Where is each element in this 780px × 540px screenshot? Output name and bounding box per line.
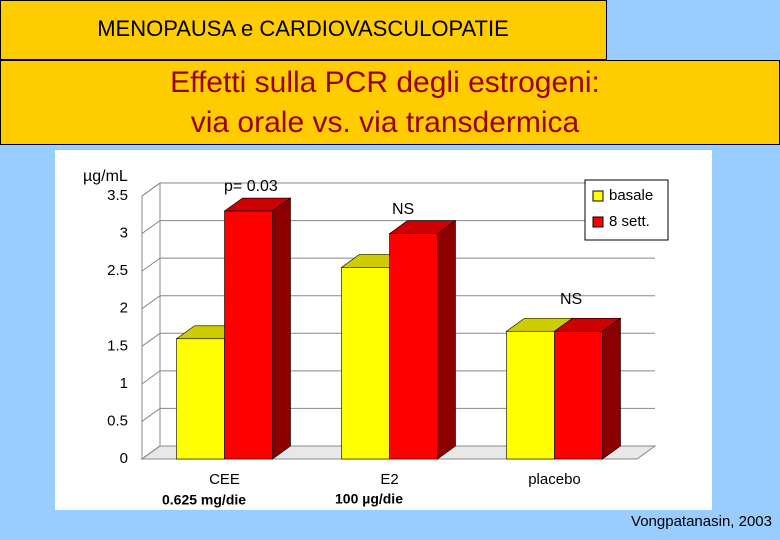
annotation: 0.625 mg/die bbox=[162, 492, 246, 508]
legend-swatch bbox=[592, 190, 604, 202]
y-tick-label: 2 bbox=[120, 300, 128, 317]
bar bbox=[176, 338, 225, 460]
citation: Vongpatanasin, 2003 bbox=[631, 513, 772, 530]
bar bbox=[341, 267, 390, 460]
y-tick-label: 1.5 bbox=[107, 337, 128, 354]
back-wall bbox=[141, 182, 161, 460]
grid-line bbox=[141, 407, 655, 422]
x-tick-label: placebo bbox=[528, 471, 581, 488]
bar-side bbox=[602, 317, 621, 460]
y-tick-label: 1 bbox=[120, 375, 128, 392]
bar bbox=[389, 233, 438, 460]
bar-side bbox=[272, 197, 291, 460]
grid-line bbox=[141, 445, 655, 460]
y-tick-label: 3.5 bbox=[107, 187, 128, 204]
x-tick-label: E2 bbox=[380, 471, 398, 488]
legend-swatch bbox=[592, 216, 604, 228]
annotation: NS bbox=[392, 201, 414, 218]
grid-line bbox=[141, 332, 655, 347]
bar-side bbox=[437, 219, 456, 460]
chart: 0 0.5 1 1.5 2 2.5 3 3.5 µg/mL CEE E2 placebo basale 8… bbox=[83, 168, 669, 508]
y-tick-label: 0.5 bbox=[107, 412, 128, 429]
grid-line bbox=[141, 182, 655, 197]
grid-line bbox=[141, 370, 655, 385]
y-axis-label: µg/mL bbox=[83, 168, 128, 185]
legend-label: basale bbox=[609, 187, 653, 204]
grid-line bbox=[141, 257, 655, 272]
title-line: Effetti sulla PCR degli estrogeni: bbox=[170, 66, 600, 99]
legend-box bbox=[584, 179, 669, 241]
bar bbox=[224, 210, 273, 460]
y-tick-label: 2.5 bbox=[107, 262, 128, 279]
bar bbox=[554, 330, 603, 460]
x-tick-label: CEE bbox=[209, 471, 240, 488]
grid-line bbox=[141, 295, 655, 310]
y-tick-label: 3 bbox=[120, 225, 128, 242]
title-box bbox=[0, 60, 780, 145]
legend-label: 8 sett. bbox=[609, 213, 650, 230]
title-line: via orale vs. via transdermica bbox=[191, 106, 580, 139]
tag: MENOPAUSA e CARDIOVASCULOPATIE bbox=[97, 16, 509, 41]
annotation: 100 µg/die bbox=[335, 491, 403, 507]
annotation: p= 0.03 bbox=[224, 178, 278, 195]
grid-line bbox=[141, 220, 655, 234]
y-tick-label: 0 bbox=[120, 450, 128, 467]
annotation: NS bbox=[560, 291, 582, 308]
tag-box bbox=[0, 0, 607, 60]
bar bbox=[506, 330, 555, 460]
